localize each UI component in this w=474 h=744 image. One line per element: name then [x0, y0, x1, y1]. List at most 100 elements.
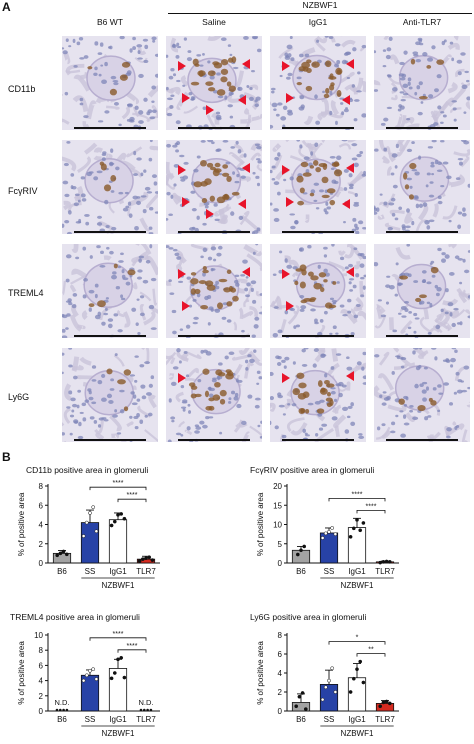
significance-label: **** — [352, 491, 363, 498]
significance-bracket — [89, 486, 147, 491]
micrograph-treml4-anti-tlr7 — [374, 244, 470, 338]
data-point — [94, 677, 99, 681]
x-tick-label: IgG1 — [109, 715, 127, 724]
data-point — [348, 534, 353, 539]
data-point — [358, 659, 363, 664]
significance-bracket — [89, 637, 147, 641]
data-point — [355, 667, 359, 672]
data-point — [333, 532, 338, 536]
scale-bar — [74, 127, 146, 129]
red-arrowhead-icon — [342, 95, 350, 105]
x-tick-label: SS — [324, 567, 335, 576]
data-point — [137, 559, 142, 563]
panel-b-letter: B — [2, 450, 11, 464]
red-arrowhead-icon — [282, 165, 290, 175]
scale-bar — [74, 231, 146, 233]
x-tick-label: SS — [85, 567, 96, 576]
y-axis-label: % of positive area — [17, 492, 26, 556]
data-point — [84, 520, 89, 525]
y-tick-label: 8 — [39, 646, 44, 655]
y-tick-label: 0 — [278, 707, 283, 716]
data-point — [55, 553, 60, 558]
column-header-igg1: IgG1 — [308, 17, 328, 27]
y-tick-label: 6 — [39, 501, 44, 510]
significance-bracket — [117, 649, 147, 653]
y-tick-label: 4 — [39, 521, 44, 530]
data-point — [351, 676, 356, 681]
micrograph-cd11b-saline — [166, 36, 262, 130]
red-arrowhead-icon — [286, 197, 294, 207]
data-point — [294, 704, 299, 709]
data-point — [320, 697, 325, 702]
y-tick-label: 2 — [39, 540, 44, 549]
significance-label: ** — [368, 647, 374, 654]
bar-b6 — [291, 549, 311, 564]
data-point — [109, 676, 114, 681]
y-tick-label: 15 — [273, 501, 282, 510]
scale-bar — [178, 127, 250, 129]
data-point — [55, 708, 59, 712]
data-point — [295, 552, 300, 557]
nd-label: N.D. — [55, 698, 70, 707]
scale-bar — [74, 335, 146, 337]
significance-label: **** — [127, 643, 138, 650]
x-tick-label: IgG1 — [348, 567, 366, 576]
row-label-treml4: TREML4 — [8, 288, 44, 298]
data-point — [355, 518, 359, 522]
red-arrowhead-icon — [282, 269, 290, 279]
y-tick-label: 20 — [273, 482, 282, 491]
data-point — [378, 704, 383, 709]
y-tick-label: 4 — [39, 677, 44, 686]
data-point — [140, 557, 145, 562]
scale-bar — [386, 127, 458, 129]
data-point — [81, 534, 86, 538]
red-arrowhead-icon — [178, 165, 186, 175]
red-arrowhead-icon — [182, 301, 190, 311]
micrograph-ly6g-anti-tlr7 — [374, 348, 470, 442]
micrograph-fcgriv-b6wt — [62, 140, 158, 234]
data-point — [59, 708, 62, 712]
data-point — [351, 526, 356, 531]
red-arrowhead-icon — [182, 197, 190, 207]
column-header-b6wt: B6 WT — [97, 17, 123, 27]
red-arrowhead-icon — [346, 267, 354, 277]
x-tick-label: TLR7 — [136, 715, 156, 724]
data-point — [384, 559, 389, 564]
bar-ss — [319, 684, 339, 712]
y-tick-label: 4 — [278, 669, 283, 678]
y-tick-label: 2 — [278, 688, 283, 697]
red-arrowhead-icon — [182, 93, 190, 103]
red-arrowhead-icon — [238, 95, 246, 105]
row-label-fcgriv: FcγRIV — [8, 186, 38, 196]
data-point — [119, 655, 124, 660]
data-point — [139, 708, 143, 712]
chart-2-title: FcγRIV positive area in glomeruli — [250, 465, 375, 475]
red-arrowhead-icon — [242, 59, 250, 69]
x-tick-label: B6 — [296, 715, 306, 724]
y-tick-label: 0 — [39, 707, 44, 716]
data-point — [361, 521, 366, 525]
micrograph-cd11b-b6wt — [62, 36, 158, 130]
data-point — [62, 708, 65, 712]
scale-bar — [282, 335, 354, 337]
y-tick-label: 10 — [273, 521, 282, 530]
data-point — [299, 548, 303, 553]
red-arrowhead-icon — [282, 373, 290, 383]
data-point — [330, 666, 335, 671]
data-point — [320, 536, 325, 540]
y-tick-label: 0 — [278, 559, 283, 568]
data-point — [348, 690, 353, 694]
data-point — [64, 552, 69, 557]
x-axis-group-label: NZBWF1 — [102, 729, 135, 738]
data-point — [327, 529, 331, 534]
micrograph-cd11b-anti-tlr7 — [374, 36, 470, 130]
y-tick-label: 2 — [39, 692, 44, 701]
data-point — [119, 512, 124, 516]
y-tick-label: 0 — [39, 559, 44, 568]
scale-bar — [74, 439, 146, 441]
data-point — [323, 531, 328, 536]
scale-bar — [386, 335, 458, 337]
data-point — [88, 668, 92, 673]
data-point — [381, 700, 386, 705]
y-axis-label: % of positive area — [256, 641, 265, 705]
